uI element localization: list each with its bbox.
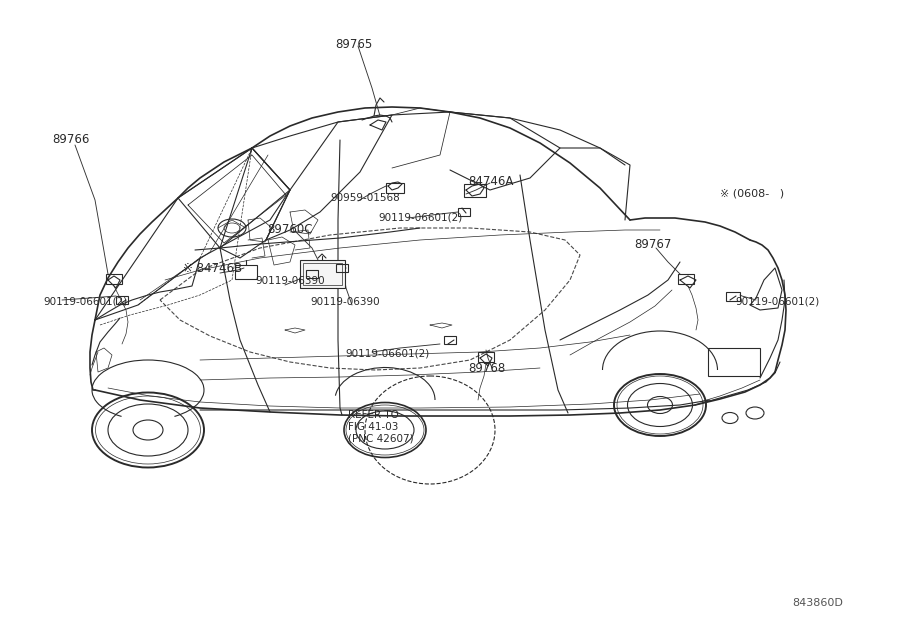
Bar: [300, 260, 345, 288]
Bar: [444, 336, 456, 344]
Text: 90119-06601(2): 90119-06601(2): [43, 296, 127, 306]
Text: 90959-01568: 90959-01568: [330, 193, 400, 203]
Text: 89760C: 89760C: [267, 223, 312, 236]
Bar: [306, 270, 318, 278]
Text: ※ 84746B: ※ 84746B: [183, 262, 242, 275]
Bar: [336, 264, 348, 272]
Bar: [478, 352, 494, 362]
Text: ※ (0608-   ): ※ (0608- ): [720, 188, 784, 198]
Text: 89766: 89766: [52, 133, 89, 146]
Text: 90119-06390: 90119-06390: [255, 276, 325, 286]
Text: 84746A: 84746A: [468, 175, 513, 188]
Text: 843860D: 843860D: [792, 598, 843, 608]
Bar: [235, 265, 257, 279]
Bar: [106, 274, 122, 284]
Text: 90119-06601(2): 90119-06601(2): [735, 296, 819, 306]
Bar: [303, 263, 342, 285]
Text: 90119-06390: 90119-06390: [310, 297, 380, 307]
Bar: [116, 296, 128, 304]
Bar: [726, 292, 740, 301]
Text: REFER TO
FIG 41-03
(PNC 42607): REFER TO FIG 41-03 (PNC 42607): [348, 410, 414, 443]
Text: 89765: 89765: [335, 38, 373, 51]
Text: 90119-06601(2): 90119-06601(2): [378, 212, 463, 222]
Text: 89767: 89767: [634, 238, 671, 251]
Bar: [386, 183, 404, 193]
Text: 89768: 89768: [468, 362, 505, 375]
Text: 90119-06601(2): 90119-06601(2): [345, 348, 429, 358]
Bar: [708, 348, 760, 376]
Bar: [464, 184, 486, 197]
Bar: [678, 274, 694, 284]
Bar: [458, 208, 470, 216]
